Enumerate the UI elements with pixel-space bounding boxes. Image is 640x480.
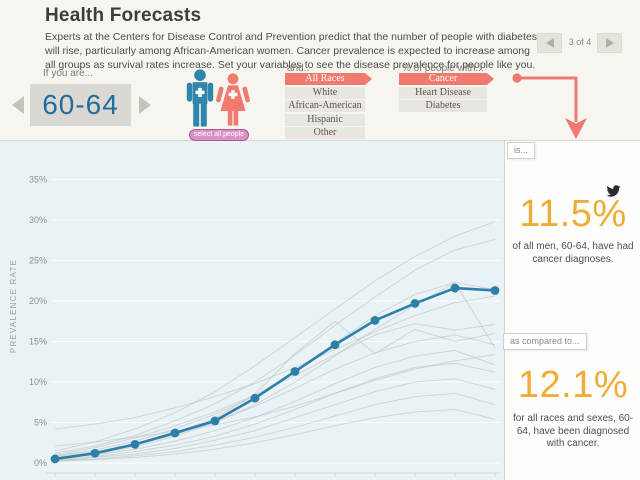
data-point[interactable] bbox=[330, 340, 340, 350]
data-point[interactable] bbox=[210, 416, 220, 426]
data-point[interactable] bbox=[370, 316, 380, 325]
age-value: 60-64 bbox=[42, 89, 119, 120]
secondary-stat-value: 12.1% bbox=[517, 364, 629, 406]
y-tick-label: 30% bbox=[29, 215, 47, 225]
data-point[interactable] bbox=[290, 367, 300, 376]
y-tick-label: 5% bbox=[34, 418, 47, 428]
background-series-line bbox=[54, 378, 496, 462]
arrow-connector-icon bbox=[512, 73, 587, 139]
data-point[interactable] bbox=[250, 393, 260, 403]
background-series-line bbox=[54, 362, 496, 461]
chevron-right-icon bbox=[605, 38, 614, 48]
age-selector[interactable]: 60-64 bbox=[30, 84, 131, 126]
is-label: is... bbox=[507, 142, 536, 159]
data-point[interactable] bbox=[90, 448, 100, 458]
background-series-line bbox=[54, 353, 496, 447]
female-icon[interactable] bbox=[216, 73, 250, 129]
y-tick-label: 0% bbox=[34, 458, 47, 468]
race-option-all-races[interactable]: All Races bbox=[285, 73, 372, 85]
background-series-line bbox=[54, 349, 496, 460]
result-panel: is... 11.5% of all men, 60-64, have had … bbox=[503, 141, 640, 480]
disease-option-cancer[interactable]: Cancer bbox=[399, 73, 494, 85]
data-point[interactable] bbox=[50, 454, 60, 464]
highlight-series-line[interactable] bbox=[54, 286, 496, 461]
race-option-other[interactable]: Other bbox=[285, 127, 365, 139]
race-option-hispanic[interactable]: Hispanic bbox=[285, 113, 365, 126]
disease-option-diabetes[interactable]: Diabetes bbox=[399, 100, 487, 112]
chevron-left-icon bbox=[545, 38, 554, 48]
background-series-line bbox=[54, 221, 496, 452]
gender-selector bbox=[184, 69, 250, 141]
y-tick-label: 20% bbox=[29, 296, 47, 306]
pagination-label: 3 of 4 bbox=[568, 37, 592, 47]
y-tick-label: 15% bbox=[29, 337, 47, 347]
data-point[interactable] bbox=[450, 283, 460, 293]
prevalence-chart: 0% 5% 10% 15% 20% 25% 30% 35% PREVALENCE RATE bbox=[0, 141, 504, 480]
male-icon[interactable] bbox=[184, 69, 216, 129]
background-series-line bbox=[54, 323, 496, 456]
pagination-prev-button[interactable] bbox=[537, 33, 562, 53]
age-label: If you are... bbox=[43, 68, 94, 79]
line-chart[interactable]: 0% 5% 10% 15% 20% 25% 30% 35% PREVALENCE RATE bbox=[0, 141, 504, 480]
background-series-line bbox=[54, 409, 496, 462]
pagination-next-button[interactable] bbox=[597, 33, 622, 53]
disease-option-heart-disease[interactable]: Heart Disease bbox=[399, 86, 487, 99]
primary-stat-caption: of all men, 60-64, have had cancer diagn… bbox=[512, 241, 634, 265]
background-series-line bbox=[54, 295, 496, 430]
background-series-line bbox=[54, 392, 496, 462]
age-next-button[interactable] bbox=[139, 96, 151, 114]
twitter-icon[interactable] bbox=[605, 184, 622, 198]
race-label: and.. bbox=[287, 63, 310, 74]
secondary-stat-caption: for all races and sexes, 60-64, have bee… bbox=[512, 413, 634, 449]
age-prev-button[interactable] bbox=[12, 96, 24, 114]
data-point[interactable] bbox=[170, 428, 180, 438]
race-option-african-american[interactable]: African-American bbox=[285, 100, 365, 112]
background-series-line bbox=[54, 238, 496, 454]
disease-options: Cancer Heart Disease Diabetes bbox=[399, 73, 494, 114]
data-point[interactable] bbox=[410, 299, 420, 308]
primary-stat-value: 11.5% bbox=[519, 193, 627, 235]
y-tick-label: 10% bbox=[29, 377, 47, 387]
pagination: 3 of 4 bbox=[537, 33, 629, 54]
y-tick-label: 25% bbox=[29, 256, 47, 266]
race-options: All Races White African-American Hispani… bbox=[285, 73, 372, 141]
y-tick-label: 35% bbox=[29, 175, 47, 185]
page-title: Health Forecasts bbox=[45, 5, 202, 26]
race-option-white[interactable]: White bbox=[285, 86, 365, 99]
compare-label: as compared to... bbox=[503, 333, 587, 350]
data-point[interactable] bbox=[490, 286, 500, 295]
disease-label: % of people with... bbox=[402, 63, 484, 74]
data-point[interactable] bbox=[130, 439, 140, 449]
select-all-people-button[interactable]: select all people bbox=[189, 129, 249, 141]
page-description: Experts at the Centers for Disease Contr… bbox=[45, 31, 538, 71]
header-section: Health Forecasts Experts at the Centers … bbox=[0, 0, 640, 141]
y-axis-label: PREVALENCE RATE bbox=[9, 259, 18, 353]
